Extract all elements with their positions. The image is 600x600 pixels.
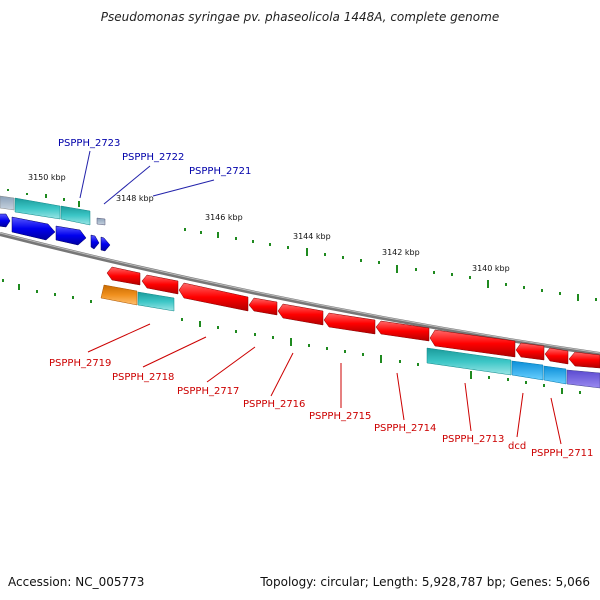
gene-label: PSPPH_2722 <box>122 152 184 163</box>
lower-tick-ring <box>2 279 581 394</box>
accession-text: Accession: NC_005773 <box>8 575 145 589</box>
gene-feature[interactable] <box>566 369 600 389</box>
gene-label: PSPPH_2723 <box>58 138 120 149</box>
gene-label: PSPPH_2721 <box>189 166 251 177</box>
gene-feature[interactable] <box>568 351 600 369</box>
upper-tick-ring <box>7 189 597 301</box>
map-title: Pseudomonas syringae pv. phaseolicola 14… <box>100 10 500 24</box>
gene-feature[interactable] <box>429 329 516 358</box>
gene-feature[interactable] <box>90 234 100 250</box>
gene-label: PSPPH_2711 <box>531 448 593 459</box>
gene-label: PSPPH_2716 <box>243 399 305 410</box>
gene-feature[interactable] <box>100 236 111 252</box>
reverse-strand-features <box>100 266 600 389</box>
topology-text: Topology: circular; Length: 5,928,787 bp… <box>260 575 590 589</box>
gene-feature[interactable] <box>100 284 138 306</box>
gene-feature[interactable] <box>323 312 376 335</box>
scale-label: 3140 kbp <box>472 264 510 273</box>
gene-feature[interactable] <box>277 303 324 326</box>
gene-feature[interactable] <box>515 342 545 361</box>
gene-feature[interactable] <box>0 213 11 228</box>
gene-feature[interactable] <box>96 217 106 226</box>
gene-label: PSPPH_2717 <box>177 386 239 397</box>
scale-label: 3142 kbp <box>382 248 420 257</box>
gene-feature[interactable] <box>248 297 278 316</box>
genome-backbone <box>0 232 600 356</box>
gene-feature[interactable] <box>60 205 91 226</box>
forward-strand-features <box>0 195 111 252</box>
scale-label: 3144 kbp <box>293 232 331 241</box>
gene-feature[interactable] <box>543 365 567 385</box>
reverse-callout-lines <box>87 323 562 445</box>
gene-label: PSPPH_2719 <box>49 358 111 369</box>
gene-feature[interactable] <box>544 347 569 365</box>
gene-feature[interactable] <box>375 320 430 342</box>
gene-feature[interactable] <box>14 197 61 220</box>
gene-feature[interactable] <box>141 274 179 295</box>
gene-feature[interactable] <box>55 225 87 246</box>
gene-label: PSPPH_2714 <box>374 423 436 434</box>
forward-callout-lines <box>79 150 215 205</box>
gene-label: dcd <box>508 441 526 452</box>
scale-label: 3146 kbp <box>205 213 243 222</box>
scale-label: 3150 kbp <box>28 173 66 182</box>
genome-backbone-highlight <box>0 232 600 354</box>
gene-label: PSPPH_2718 <box>112 372 174 383</box>
gene-label: PSPPH_2713 <box>442 434 504 445</box>
gene-feature[interactable] <box>178 282 249 312</box>
gene-feature[interactable] <box>426 347 512 376</box>
scale-label: 3148 kbp <box>116 194 154 203</box>
gene-feature[interactable] <box>0 195 15 211</box>
gene-feature[interactable] <box>106 266 141 286</box>
gene-feature[interactable] <box>137 291 175 312</box>
gene-label: PSPPH_2715 <box>309 411 371 422</box>
gene-feature[interactable] <box>511 360 544 381</box>
gene-feature[interactable] <box>11 216 56 241</box>
